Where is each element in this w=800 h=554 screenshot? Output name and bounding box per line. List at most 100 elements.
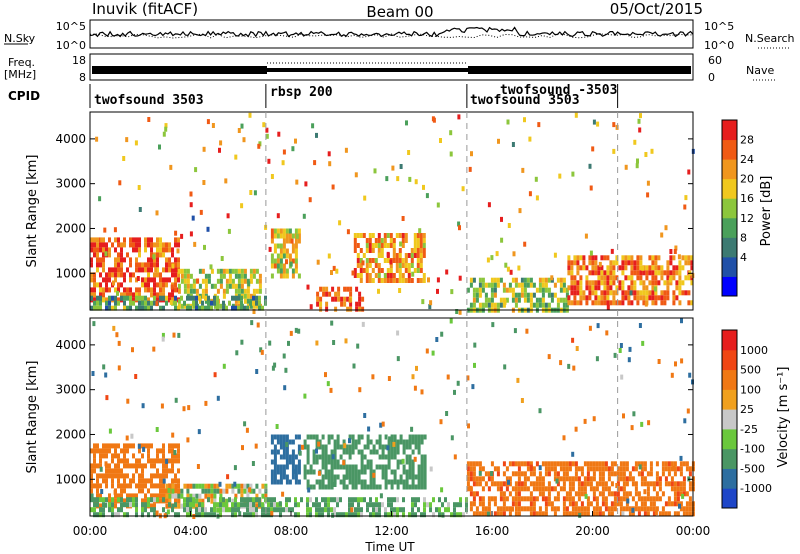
heatmap-cell <box>592 486 596 492</box>
heatmap-cell <box>416 238 420 243</box>
heatmap-cell <box>637 491 641 497</box>
velocity-heatmap <box>90 318 695 519</box>
heatmap-cell <box>632 411 636 417</box>
heatmap-cell <box>234 288 238 294</box>
heatmap-cell <box>407 273 411 278</box>
heatmap-cell <box>294 464 298 470</box>
heatmap-cell <box>207 278 211 284</box>
heatmap-cell <box>538 506 542 512</box>
heatmap-cell <box>165 468 168 474</box>
heatmap-cell <box>657 280 661 286</box>
heatmap-cell <box>633 270 637 276</box>
heatmap-cell <box>640 461 644 467</box>
heatmap-cell <box>586 481 590 487</box>
heatmap-cell <box>458 275 462 281</box>
heatmap-cell <box>234 507 237 513</box>
heatmap-cell <box>240 278 244 284</box>
heatmap-cell <box>597 300 601 306</box>
heatmap-cell <box>368 273 372 278</box>
heatmap-cell <box>312 454 316 460</box>
heatmap-cell <box>544 302 548 308</box>
heatmap-cell <box>529 491 533 497</box>
heatmap-cell <box>156 453 159 459</box>
heatmap-cell <box>186 283 190 289</box>
heatmap-cell <box>661 466 665 472</box>
heatmap-cell <box>654 295 658 301</box>
heatmap-cell <box>270 510 274 516</box>
heatmap-cell <box>357 497 360 503</box>
heatmap-cell <box>358 387 362 393</box>
heatmap-cell <box>389 243 393 248</box>
heatmap-cell <box>195 295 198 301</box>
heatmap-cell <box>150 257 153 263</box>
heatmap-cell <box>384 469 388 475</box>
station-title: Inuvik (fitACF) <box>92 0 198 18</box>
heatmap-cell <box>383 278 387 283</box>
heatmap-cell <box>402 469 406 475</box>
heatmap-cell <box>270 238 274 244</box>
heatmap-cell <box>355 301 359 307</box>
heatmap-cell <box>321 479 325 485</box>
heatmap-cell <box>171 478 174 484</box>
heatmap-cell <box>630 275 634 281</box>
heatmap-cell <box>440 487 444 493</box>
heatmap-cell <box>132 242 135 248</box>
heatmap-cell <box>294 263 298 269</box>
heatmap-cell <box>120 507 123 513</box>
heatmap-cell <box>643 489 647 495</box>
heatmap-cell <box>401 238 405 243</box>
heatmap-cell <box>129 478 132 484</box>
heatmap-cell <box>159 483 162 489</box>
heatmap-cell <box>655 461 659 467</box>
heatmap-cell <box>541 481 545 487</box>
heatmap-cell <box>211 123 215 128</box>
heatmap-cell <box>622 471 626 477</box>
heatmap-cell <box>588 290 592 296</box>
heatmap-cell <box>396 507 399 513</box>
heatmap-cell <box>150 300 153 306</box>
heatmap-cell <box>348 497 351 503</box>
heatmap-cell <box>338 220 342 226</box>
heatmap-cell <box>90 262 93 268</box>
heatmap-cell <box>567 285 571 291</box>
heatmap-cell <box>506 266 510 272</box>
heatmap-cell <box>582 290 586 296</box>
heatmap-cell <box>273 233 277 239</box>
heatmap-cell <box>255 300 258 306</box>
heatmap-cell <box>401 458 405 464</box>
heatmap-cell <box>436 202 440 208</box>
heatmap-cell <box>354 464 358 470</box>
heatmap-cell <box>505 297 509 303</box>
heatmap-cell <box>186 507 189 513</box>
heatmap-cell <box>407 253 411 258</box>
heatmap-cell <box>189 507 192 513</box>
heatmap-cell <box>538 511 542 517</box>
heatmap-cell <box>612 270 616 276</box>
heatmap-cell <box>585 295 589 301</box>
heatmap-cell <box>562 297 566 303</box>
heatmap-cell <box>155 427 159 432</box>
heatmap-cell <box>664 481 668 487</box>
heatmap-cell <box>445 411 449 416</box>
heatmap-cell <box>541 297 545 303</box>
heatmap-cell <box>159 252 162 258</box>
heatmap-cell <box>114 443 117 449</box>
heatmap-cell <box>252 303 256 309</box>
heatmap-cell <box>189 295 192 301</box>
heatmap-cell <box>318 502 321 508</box>
heatmap-cell <box>165 503 169 509</box>
heatmap-cell <box>196 464 200 469</box>
heatmap-cell <box>615 275 619 281</box>
heatmap-cell <box>126 443 129 449</box>
heatmap-cell <box>348 507 351 513</box>
heatmap-cell <box>567 270 571 276</box>
heatmap-cell <box>514 297 518 303</box>
heatmap-cell <box>559 277 563 283</box>
heatmap-cell <box>120 267 123 273</box>
heatmap-cell <box>234 305 237 311</box>
ytick-label: 3000 <box>55 383 86 397</box>
heatmap-cell <box>595 486 599 492</box>
heatmap-cell <box>316 296 320 302</box>
heatmap-cell <box>96 237 99 243</box>
heatmap-cell <box>404 238 408 243</box>
